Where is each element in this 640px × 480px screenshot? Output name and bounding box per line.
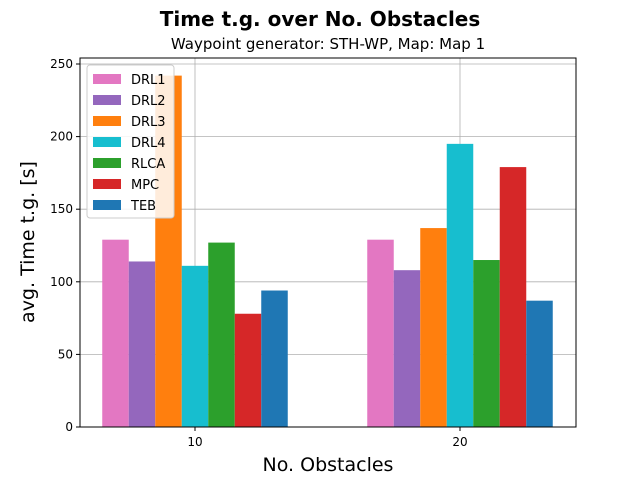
legend-swatch-mpc	[93, 179, 121, 189]
bar-drl2-10	[128, 261, 156, 427]
axis-ticks: 0 50 100 150 200 250 10 20	[50, 57, 468, 449]
chart-title: Time t.g. over No. Obstacles	[160, 7, 481, 31]
legend-label-drl1: DRL1	[131, 73, 166, 88]
legend: DRL1 DRL2 DRL3 DRL4 RLCA MPC TEB	[86, 64, 175, 219]
bar-drl4-10	[181, 265, 209, 427]
y-axis-label: avg. Time t.g. [s]	[17, 161, 39, 323]
bar-mpc-20	[499, 167, 527, 428]
legend-swatch-drl2	[93, 95, 121, 105]
x-tick-label: 10	[187, 435, 202, 449]
bar-drl2-20	[393, 270, 421, 427]
chart-subtitle: Waypoint generator: STH-WP, Map: Map 1	[171, 35, 485, 53]
bar-rlca-20	[473, 260, 500, 427]
bar-drl3-20	[420, 228, 447, 427]
y-tick-label: 100	[50, 275, 73, 289]
bar-teb-20	[526, 300, 553, 427]
x-axis-label: No. Obstacles	[263, 454, 394, 476]
x-tick-label: 20	[452, 435, 467, 449]
legend-swatch-teb	[93, 200, 121, 210]
bar-teb-10	[261, 290, 288, 427]
y-tick-label: 0	[65, 420, 73, 434]
legend-label-drl2: DRL2	[131, 94, 166, 109]
legend-swatch-drl1	[93, 74, 121, 84]
bar-drl1-20	[367, 239, 394, 427]
legend-swatch-drl3	[93, 116, 121, 126]
legend-swatch-rlca	[93, 158, 121, 168]
legend-label-drl3: DRL3	[131, 115, 166, 130]
plot-frame	[79, 57, 577, 428]
legend-swatch-drl4	[93, 137, 121, 147]
legend-label-mpc: MPC	[131, 178, 159, 193]
legend-label-drl4: DRL4	[131, 136, 166, 151]
legend-label-rlca: RLCA	[131, 157, 165, 172]
y-tick-label: 150	[50, 202, 73, 216]
legend-label-teb: TEB	[130, 199, 156, 214]
bar-rlca-10	[208, 242, 235, 427]
bars	[102, 75, 553, 428]
y-tick-label: 50	[58, 347, 73, 361]
bar-mpc-10	[234, 313, 262, 427]
y-tick-label: 200	[50, 130, 73, 144]
bar-drl4-20	[446, 143, 474, 428]
y-tick-label: 250	[50, 57, 73, 71]
bar-drl1-10	[102, 239, 129, 427]
